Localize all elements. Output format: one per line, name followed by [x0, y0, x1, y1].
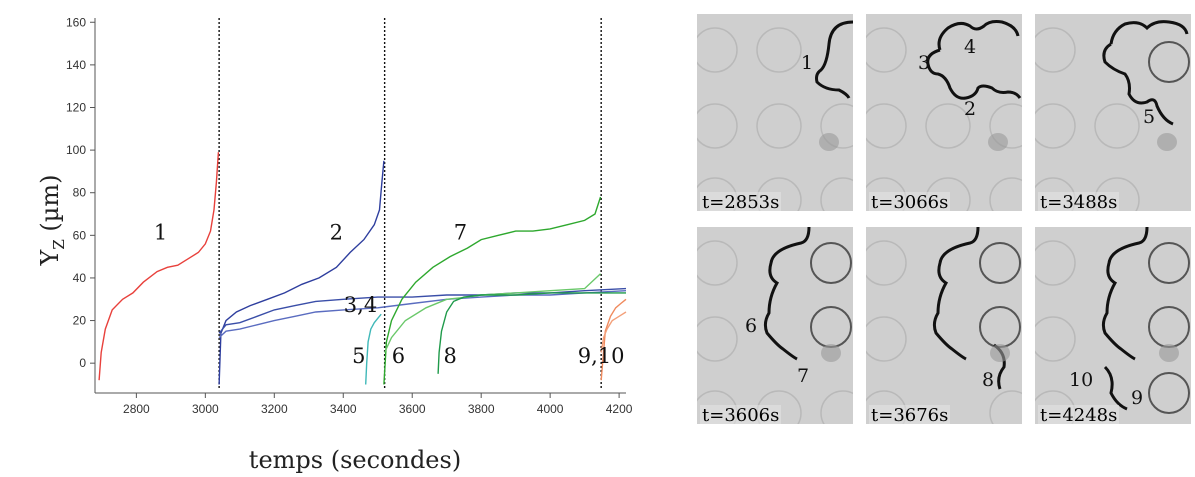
y-tick-label: 60 — [73, 228, 87, 242]
x-axis-label: temps (secondes) — [249, 446, 461, 474]
micrograph-panel: 6 7 t=3606s — [697, 227, 853, 424]
timestamp-label: t=4248s — [1038, 405, 1120, 424]
timestamp-label: t=3606s — [700, 405, 782, 424]
x-tick-label: 3600 — [399, 402, 426, 416]
micrograph — [1035, 227, 1190, 424]
curve-annotation: 3,4 — [344, 293, 377, 317]
x-tick-label: 3800 — [468, 402, 495, 416]
event-label: 4 — [964, 36, 977, 58]
timestamp-label: t=3488s — [1038, 192, 1120, 211]
series-line — [437, 292, 626, 374]
y-axis-label: YZ (µm) — [36, 174, 68, 266]
y-tick-label: 20 — [73, 314, 87, 328]
micrograph — [866, 20, 1022, 211]
event-label: 1 — [801, 52, 814, 74]
micrograph — [697, 20, 853, 211]
series-line — [365, 313, 382, 385]
curve-annotation: 2 — [330, 221, 343, 245]
x-tick-label: 3000 — [192, 402, 219, 416]
timestamp-label: t=2853s — [700, 192, 782, 211]
y-tick-label: 140 — [66, 58, 86, 72]
micrograph — [1035, 20, 1190, 211]
micrograph-panel: 3 4 2 t=3066s — [866, 14, 1022, 211]
micrograph-panel: 10 9 t=4248s — [1035, 227, 1191, 424]
timestamp-label: t=3066s — [869, 192, 951, 211]
curve-annotation: 6 — [392, 344, 405, 368]
micrograph — [866, 227, 1022, 424]
curve-annotation: 1 — [154, 221, 167, 245]
event-label: 9 — [1131, 387, 1144, 409]
y-tick-label: 120 — [66, 100, 86, 114]
event-label: 8 — [982, 369, 995, 391]
micrograph-panel: 1 t=2853s — [697, 14, 853, 211]
series-line — [218, 290, 627, 339]
curve-annotation: 7 — [454, 221, 467, 245]
x-tick-label: 3200 — [261, 402, 288, 416]
event-label: 7 — [797, 365, 810, 387]
event-label: 5 — [1143, 106, 1156, 128]
series-line — [383, 196, 602, 385]
micrograph-panel: 5 t=3488s — [1035, 14, 1191, 211]
svg-text:YZ (µm): YZ (µm) — [36, 174, 68, 266]
y-tick-label: 160 — [66, 15, 86, 29]
event-label: 2 — [964, 98, 977, 120]
series-line — [98, 152, 220, 381]
series-line — [218, 160, 385, 385]
curve-annotation: 8 — [443, 344, 456, 368]
line-chart: 0 20 40 60 80 100 120 140 160 2800 3000 3200 3400 36… — [36, 15, 633, 474]
event-label: 3 — [918, 52, 931, 74]
micrograph-panel: 8 t=3676s — [866, 227, 1022, 424]
curve-annotation: 9,10 — [578, 344, 625, 368]
series-line — [218, 287, 627, 334]
x-tick-label: 4200 — [606, 402, 633, 416]
y-tick-label: 40 — [73, 271, 87, 285]
series-line — [600, 298, 627, 381]
y-tick-label: 0 — [79, 356, 86, 370]
series-line — [383, 273, 601, 353]
x-tick-label: 2800 — [123, 402, 150, 416]
x-tick-label: 3400 — [330, 402, 357, 416]
timestamp-label: t=3676s — [869, 405, 951, 424]
event-label: 10 — [1069, 369, 1094, 391]
y-tick-label: 100 — [66, 143, 86, 157]
x-tick-label: 4000 — [537, 402, 564, 416]
event-label: 6 — [745, 315, 758, 337]
y-tick-label: 80 — [73, 186, 87, 200]
curve-annotation: 5 — [352, 344, 365, 368]
series-line — [600, 311, 627, 353]
micrograph — [697, 227, 853, 424]
